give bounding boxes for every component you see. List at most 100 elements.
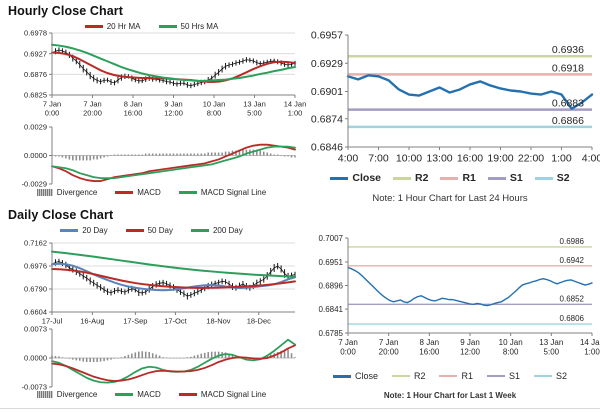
svg-text:0.0000: 0.0000 (24, 354, 47, 363)
legend-item: Divergence (36, 390, 97, 399)
hourly-sr-legend: Close R2 R1 S1 S2 (308, 172, 592, 184)
svg-text:0.7007: 0.7007 (319, 234, 344, 243)
legend-label: R2 (415, 172, 429, 184)
legend-label: R2 (413, 371, 426, 381)
line-swatch-icon (391, 375, 410, 377)
legend-label: S1 (509, 172, 523, 184)
svg-text:0.7162: 0.7162 (24, 239, 47, 248)
legend-label: S2 (556, 371, 568, 381)
svg-text:0.6846: 0.6846 (311, 142, 343, 154)
legend-label: R1 (462, 172, 476, 184)
line-swatch-icon (60, 229, 79, 232)
legend-item: R2 (393, 172, 428, 184)
hourly-sr-note: Note: 1 Hour Chart for Last 24 Hours (372, 193, 528, 204)
legend-item: 50 Day (125, 226, 173, 235)
svg-text:16-Aug: 16-Aug (80, 317, 104, 326)
svg-text:0.6896: 0.6896 (319, 281, 344, 290)
chart-canvas: 0.0073 0.0000 -0.0073 (22, 325, 296, 392)
line-swatch-icon (439, 375, 458, 377)
legend-label: 50 Day (147, 226, 173, 235)
svg-text:0.6825: 0.6825 (24, 91, 47, 100)
chart-canvas: 0.6936 0.6918 0.6883 0.6866 0.6957 0.6929 0.69… (311, 30, 600, 165)
legend-item: MACD (115, 188, 161, 197)
hourly-close-chart-title: Hourly Close Chart (8, 4, 124, 18)
legend-label: MACD (137, 390, 161, 399)
svg-text:22:00: 22:00 (518, 153, 544, 165)
svg-text:-0.0073: -0.0073 (22, 383, 47, 392)
legend-item: MACD Signal Line (178, 188, 266, 197)
line-swatch-icon (178, 393, 197, 396)
legend-label: 20 Hr MA (106, 22, 141, 31)
svg-text:0.6874: 0.6874 (311, 113, 343, 125)
legend-item: Close (330, 172, 381, 184)
svg-text:0.6852: 0.6852 (560, 294, 585, 303)
legend-label: 200 Day (212, 226, 243, 235)
legend-item: 50 Hrs MA (158, 22, 218, 31)
legend-label: MACD Signal Line (200, 390, 267, 399)
daily-close-chart-title: Daily Close Chart (8, 208, 114, 222)
line-swatch-icon (115, 393, 134, 396)
daily-macd-legend: Divergence MACD MACD Signal Line (8, 390, 295, 399)
svg-text:0.6986: 0.6986 (560, 237, 585, 246)
svg-text:4:00: 4:00 (338, 153, 359, 165)
line-swatch-icon (115, 191, 134, 194)
legend-item: 200 Day (190, 226, 243, 235)
hourly-macd-chart: 0.0029 0.0000 -0.0029 (8, 123, 296, 189)
line-swatch-icon (487, 375, 505, 377)
legend-item: S2 (534, 172, 570, 184)
divergence-swatch-icon (36, 391, 53, 398)
weekly-sr-legend: Close R2 R1 S1 S2 (308, 371, 592, 381)
daily-price-chart: 0.7162 0.6976 0.6790 0.6604 17-Jul 16-Aug 17-S… (8, 239, 296, 326)
line-swatch-icon (178, 191, 197, 194)
svg-text:0.6978: 0.6978 (24, 29, 47, 38)
line-swatch-icon (158, 25, 177, 28)
legend-item: R1 (440, 172, 476, 184)
line-swatch-icon (125, 229, 144, 232)
legend-label: S1 (509, 371, 521, 381)
svg-text:0.6901: 0.6901 (311, 86, 343, 98)
legend-item: Close (332, 371, 378, 381)
svg-text:0.6876: 0.6876 (24, 70, 47, 79)
svg-text:0.0000: 0.0000 (24, 151, 47, 160)
line-swatch-icon (487, 176, 506, 180)
svg-text:17-Sep: 17-Sep (123, 317, 147, 326)
legend-item: Divergence (36, 188, 97, 197)
svg-text:17-Oct: 17-Oct (164, 317, 187, 326)
svg-text:17-Jul: 17-Jul (42, 317, 63, 326)
weekly-sr-note: Note: 1 Hour Chart for Last 1 Week (383, 391, 517, 400)
bottom-divider (0, 408, 600, 409)
svg-text:10:00: 10:00 (396, 153, 422, 165)
svg-text:0.6927: 0.6927 (24, 49, 47, 58)
svg-text:0.6790: 0.6790 (24, 285, 47, 294)
svg-text:16:00: 16:00 (457, 153, 483, 165)
hourly-sr-chart: 0.6936 0.6918 0.6883 0.6866 0.6957 0.6929 0.69… (308, 29, 600, 165)
line-swatch-icon (84, 25, 103, 28)
hourly-ma-legend: 20 Hr MA 50 Hrs MA (8, 22, 295, 31)
legend-item: MACD (115, 390, 161, 399)
daily-macd-chart: 0.0073 0.0000 -0.0073 (8, 325, 296, 392)
svg-text:0.6866: 0.6866 (552, 115, 584, 127)
legend-item: S1 (487, 172, 523, 184)
line-swatch-icon (534, 375, 553, 377)
legend-item: R2 (391, 371, 426, 381)
hourly-macd-legend: Divergence MACD MACD Signal Line (8, 188, 295, 197)
svg-text:18-Dec: 18-Dec (247, 317, 271, 326)
svg-text:19:00: 19:00 (487, 153, 513, 165)
svg-text:0.6841: 0.6841 (319, 305, 344, 314)
chart-canvas: 0.6986 0.6942 0.6852 0.6806 0.7007 0.6951 0.68… (319, 234, 600, 357)
legend-item: S2 (534, 371, 567, 381)
svg-text:0.6883: 0.6883 (552, 98, 584, 110)
